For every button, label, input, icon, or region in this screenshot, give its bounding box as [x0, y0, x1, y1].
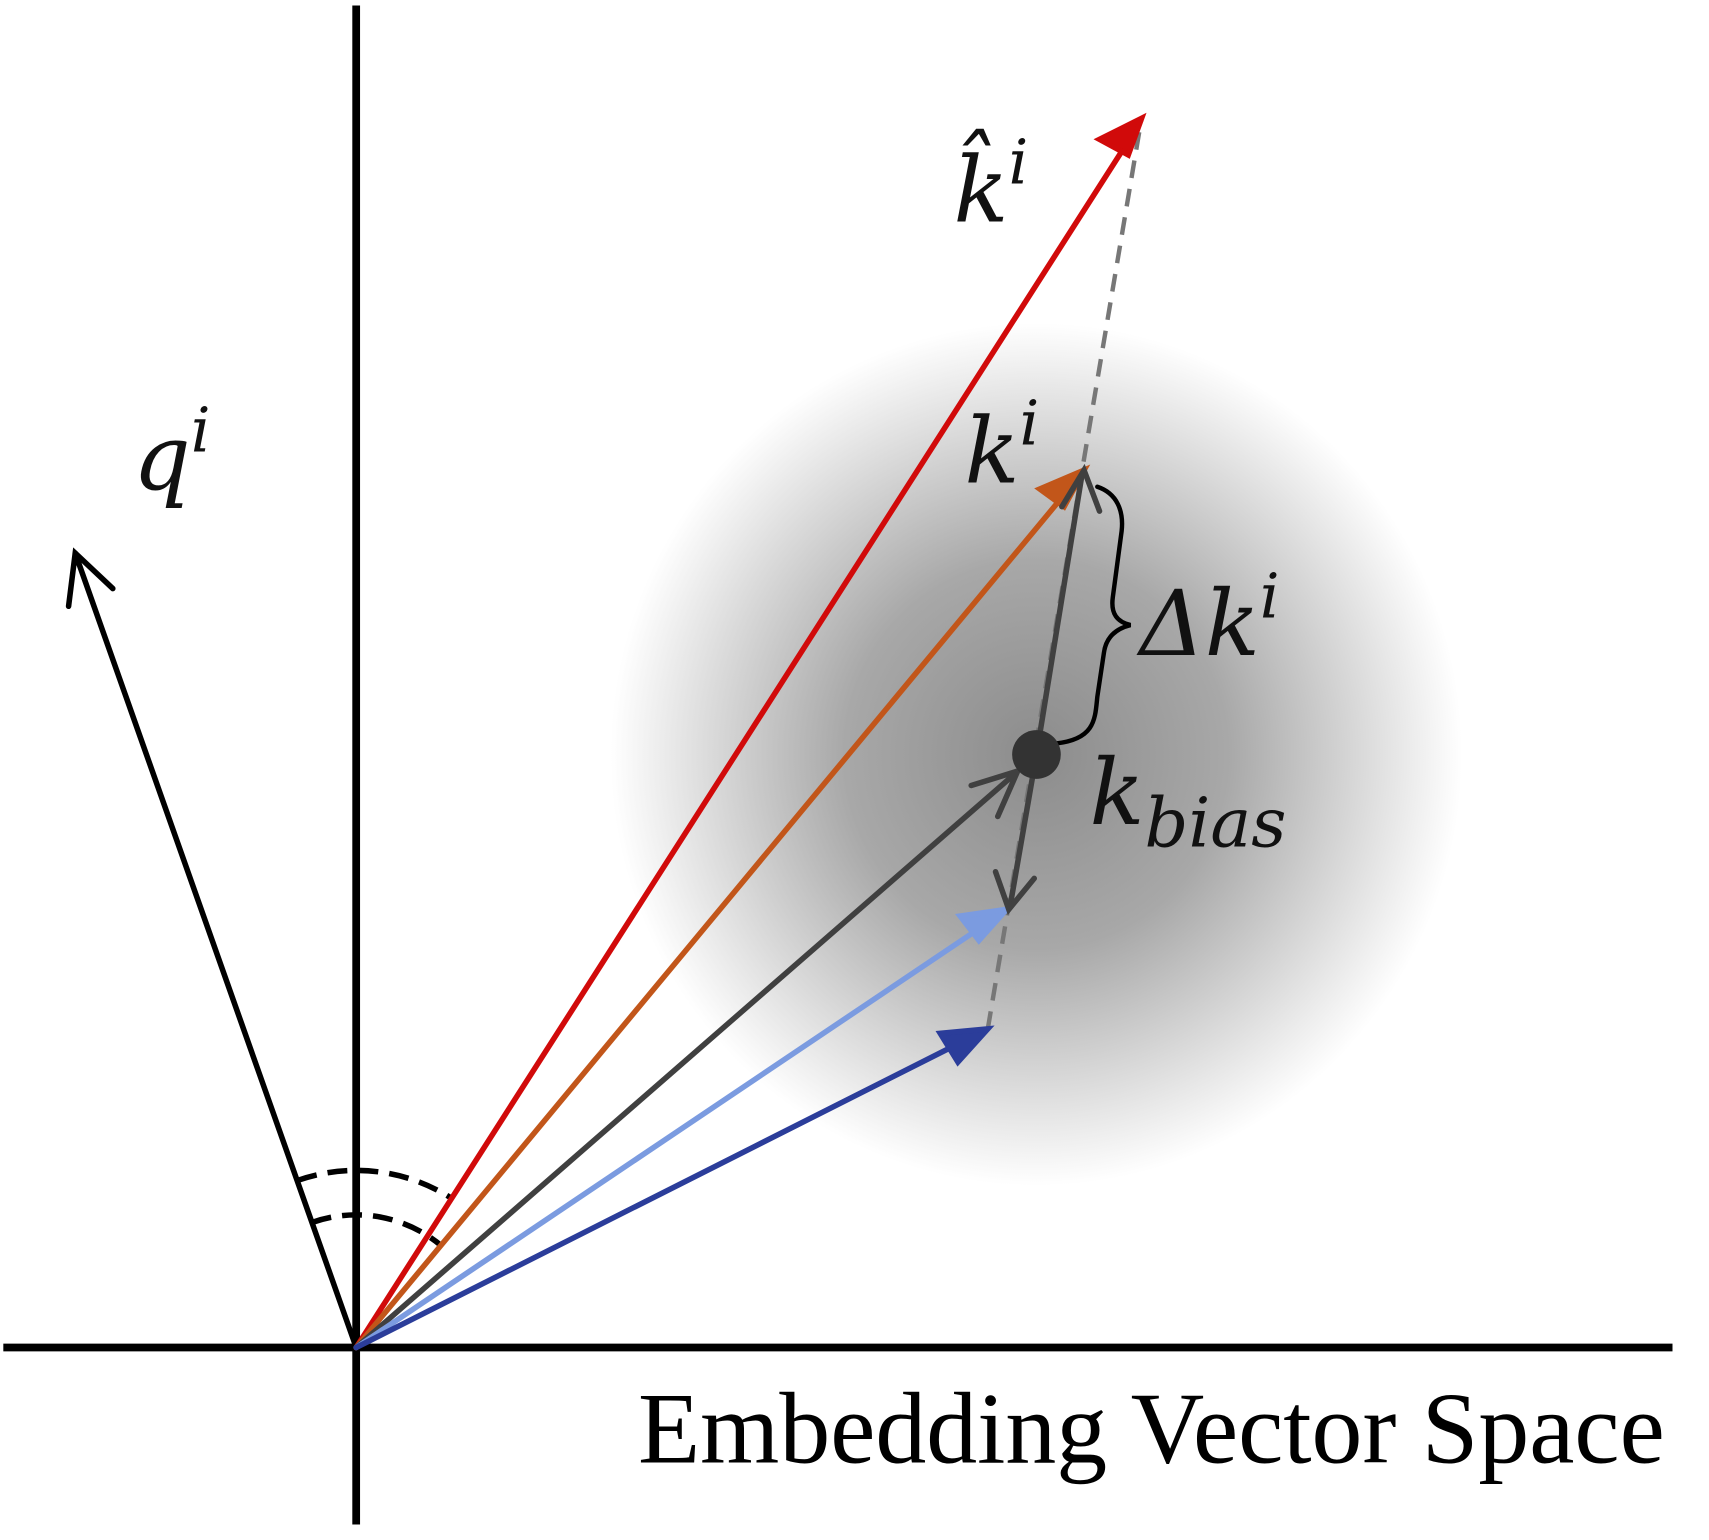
arrowhead: [955, 905, 1014, 945]
angle-arc-inner: [311, 1212, 444, 1248]
label-base: k̂: [954, 130, 1009, 244]
label-sup: i: [1008, 127, 1028, 199]
bias-vector: [353, 770, 1019, 1351]
arrowhead: [992, 869, 1038, 915]
navy-vector: [353, 1027, 989, 1351]
light-blue-vector: [353, 908, 1008, 1351]
delta-k-label: Δki: [1136, 560, 1279, 677]
arrowhead: [968, 766, 1023, 820]
label-base: k: [965, 399, 1020, 504]
label-base: Δk: [1136, 572, 1259, 677]
label-sup: i: [1260, 560, 1280, 632]
bias-point: [1012, 730, 1061, 779]
label-base: k: [1090, 741, 1145, 846]
label-sub: bias: [1145, 783, 1287, 863]
k-hat-vector: [353, 121, 1143, 1351]
arrowhead: [1093, 112, 1147, 159]
k-hat-label: k̂i: [954, 127, 1029, 244]
label-base: q: [133, 406, 191, 511]
arrowhead: [935, 1025, 995, 1067]
delta-down: [1007, 751, 1040, 910]
arrowhead: [1059, 463, 1103, 514]
brace: [1054, 484, 1132, 746]
k-vector: [353, 470, 1085, 1351]
q-vector: [72, 550, 359, 1351]
angle-arc-outer: [296, 1167, 453, 1201]
label-sup: i: [1020, 388, 1040, 460]
q-label: qi: [133, 394, 211, 511]
k-bias-label: kbias: [1090, 741, 1287, 863]
caption: Embedding Vector Space: [638, 1373, 1665, 1486]
k-label: ki: [965, 388, 1040, 505]
delta-up: [1033, 472, 1085, 758]
arrowhead: [65, 547, 116, 610]
label-sup: i: [191, 394, 211, 466]
